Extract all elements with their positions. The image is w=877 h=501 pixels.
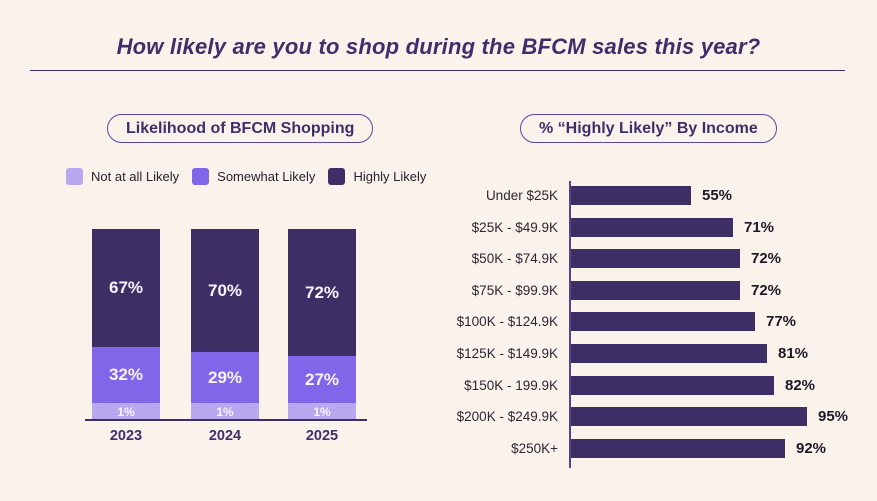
legend: Not at all Likely Somewhat Likely Highly…	[66, 168, 426, 185]
income-row: $50K - $74.9K 72%	[428, 248, 781, 268]
income-bar	[571, 311, 755, 331]
income-value-label: 55%	[702, 186, 733, 204]
income-value-label: 72%	[751, 249, 782, 267]
bar-segment-label: 29%	[191, 352, 259, 403]
legend-label: Somewhat Likely	[217, 169, 316, 184]
income-category-label: Under $25K	[485, 187, 558, 203]
income-chart-title: % “Highly Likely” By Income	[539, 119, 758, 137]
legend-item-highly-likely: Highly Likely	[328, 168, 426, 185]
bar-segment-label: 67%	[92, 229, 160, 347]
x-axis-tick-label: 2024	[208, 428, 242, 444]
income-category-label: $125K - $149.9K	[456, 345, 558, 361]
legend-swatch-somewhat-likely	[192, 168, 210, 185]
income-row: $250K+ 92%	[428, 438, 826, 458]
income-value-label: 95%	[818, 407, 849, 425]
bar-segment-label: 1%	[191, 403, 259, 420]
income-category-label: $100K - $124.9K	[456, 313, 558, 329]
income-bar	[571, 406, 807, 426]
bar-segment-label: 72%	[288, 229, 356, 356]
stacked-bar-2024: 70% 29% 1%	[191, 229, 259, 420]
income-bar	[571, 280, 740, 300]
x-axis-line	[85, 419, 367, 421]
bar-segment-label: 27%	[288, 356, 356, 403]
income-row: $150K - 199.9K 82%	[428, 375, 815, 395]
income-row: $125K - $149.9K 81%	[428, 343, 808, 363]
income-chart-title-badge: % “Highly Likely” By Income	[520, 114, 777, 143]
stacked-bar-2025: 72% 27% 1%	[288, 229, 356, 420]
x-axis-tick-label: 2025	[305, 428, 339, 444]
income-value-label: 82%	[785, 376, 816, 394]
income-row: $25K - $49.9K 71%	[428, 217, 774, 237]
legend-item-not-at-all-likely: Not at all Likely	[66, 168, 179, 185]
bar-segment-label: 1%	[288, 403, 356, 420]
income-category-label: $25K - $49.9K	[471, 219, 558, 235]
income-row: $75K - $99.9K 72%	[428, 280, 781, 300]
likelihood-chart-title-badge: Likelihood of BFCM Shopping	[107, 114, 374, 143]
income-bar	[571, 217, 733, 237]
income-value-label: 92%	[796, 439, 827, 457]
income-value-label: 77%	[766, 312, 797, 330]
income-bar	[571, 438, 785, 458]
income-value-label: 81%	[778, 344, 809, 362]
income-category-label: $200K - $249.9K	[456, 408, 558, 424]
income-row: $100K - $124.9K 77%	[428, 311, 796, 331]
bar-segment-label: 70%	[191, 229, 259, 352]
income-row: Under $25K 55%	[428, 185, 732, 205]
legend-swatch-highly-likely	[328, 168, 346, 185]
legend-label: Highly Likely	[353, 169, 427, 184]
bar-segment-label: 1%	[92, 403, 160, 420]
page-title: How likely are you to shop during the BF…	[116, 34, 761, 59]
title-divider	[30, 70, 845, 71]
income-bar	[571, 375, 774, 395]
legend-swatch-not-at-all-likely	[66, 168, 83, 185]
income-row: $200K - $249.9K 95%	[428, 406, 848, 426]
likelihood-chart-title: Likelihood of BFCM Shopping	[126, 119, 355, 137]
income-category-label: $75K - $99.9K	[471, 282, 558, 298]
income-value-label: 71%	[744, 218, 775, 236]
x-axis-tick-label: 2023	[109, 428, 143, 444]
income-category-label: $50K - $74.9K	[471, 250, 558, 266]
bar-segment-label: 32%	[92, 347, 160, 403]
income-bar	[571, 185, 691, 205]
legend-item-somewhat-likely: Somewhat Likely	[192, 168, 315, 185]
income-value-label: 72%	[751, 281, 782, 299]
legend-label: Not at all Likely	[91, 169, 180, 184]
income-bar	[571, 343, 767, 363]
y-axis-line	[569, 181, 571, 468]
income-category-label: $250K+	[511, 440, 558, 456]
income-category-label: $150K - 199.9K	[464, 377, 558, 393]
stacked-bar-2023: 67% 32% 1%	[92, 229, 160, 420]
income-bar	[571, 248, 740, 268]
